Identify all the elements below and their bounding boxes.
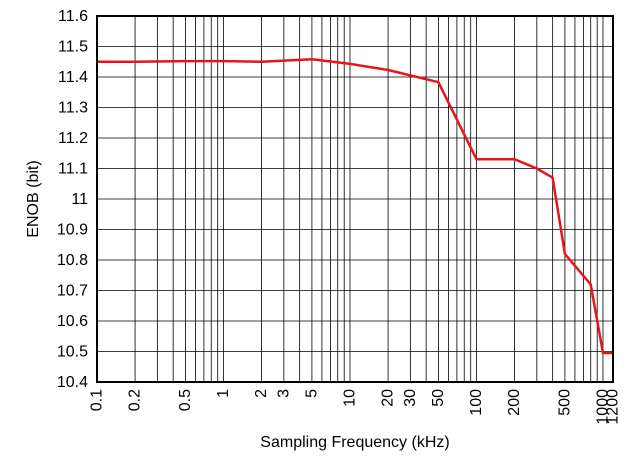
y-tick-label: 11.3 (58, 100, 88, 117)
enob-series-line (97, 58, 613, 355)
x-tick-label: 50 (430, 389, 447, 407)
y-tick-label: 10.7 (57, 283, 88, 300)
x-tick-label: 100 (468, 389, 485, 416)
y-tick-label: 11 (71, 191, 88, 208)
y-tick-label: 10.8 (57, 252, 88, 269)
y-tick-label: 11.6 (58, 8, 88, 25)
y-axis-tick-labels: 10.4 10.5 10.6 10.7 10.8 10.9 11 11.1 11.2 11.3 11… (57, 8, 88, 391)
grid-lines (97, 16, 613, 382)
x-tick-label: 200 (506, 389, 523, 416)
x-tick-label: 20 (380, 389, 397, 407)
x-tick-label: 1 (215, 389, 232, 398)
x-tick-label: 1200 (605, 389, 622, 425)
x-tick-label: 3 (275, 389, 292, 398)
x-tick-label: 500 (556, 389, 573, 416)
y-tick-label: 10.5 (57, 344, 88, 361)
x-tick-label: 30 (402, 389, 419, 407)
y-tick-label: 11.2 (58, 130, 88, 147)
x-tick-label: 1000 (594, 389, 611, 425)
y-tick-label: 11.5 (58, 39, 88, 56)
x-tick-label: 5 (303, 389, 320, 398)
x-tick-label: 0.1 (89, 389, 106, 411)
x-axis-label: Sampling Frequency (kHz) (260, 434, 449, 451)
y-tick-label: 11.1 (58, 161, 88, 178)
y-tick-label: 11.4 (58, 69, 88, 86)
y-axis-label: ENOB (bit) (25, 160, 42, 237)
x-tick-label: 2 (253, 389, 270, 398)
x-tick-label: 10 (341, 389, 358, 407)
x-tick-label: 0.2 (127, 389, 144, 411)
plot-area-frame (96, 15, 614, 383)
y-tick-label: 10.4 (57, 374, 88, 391)
series-layer (97, 58, 613, 355)
x-tick-label: 0.5 (177, 389, 194, 411)
y-tick-label: 10.6 (57, 313, 88, 330)
y-tick-label: 10.9 (57, 222, 88, 239)
